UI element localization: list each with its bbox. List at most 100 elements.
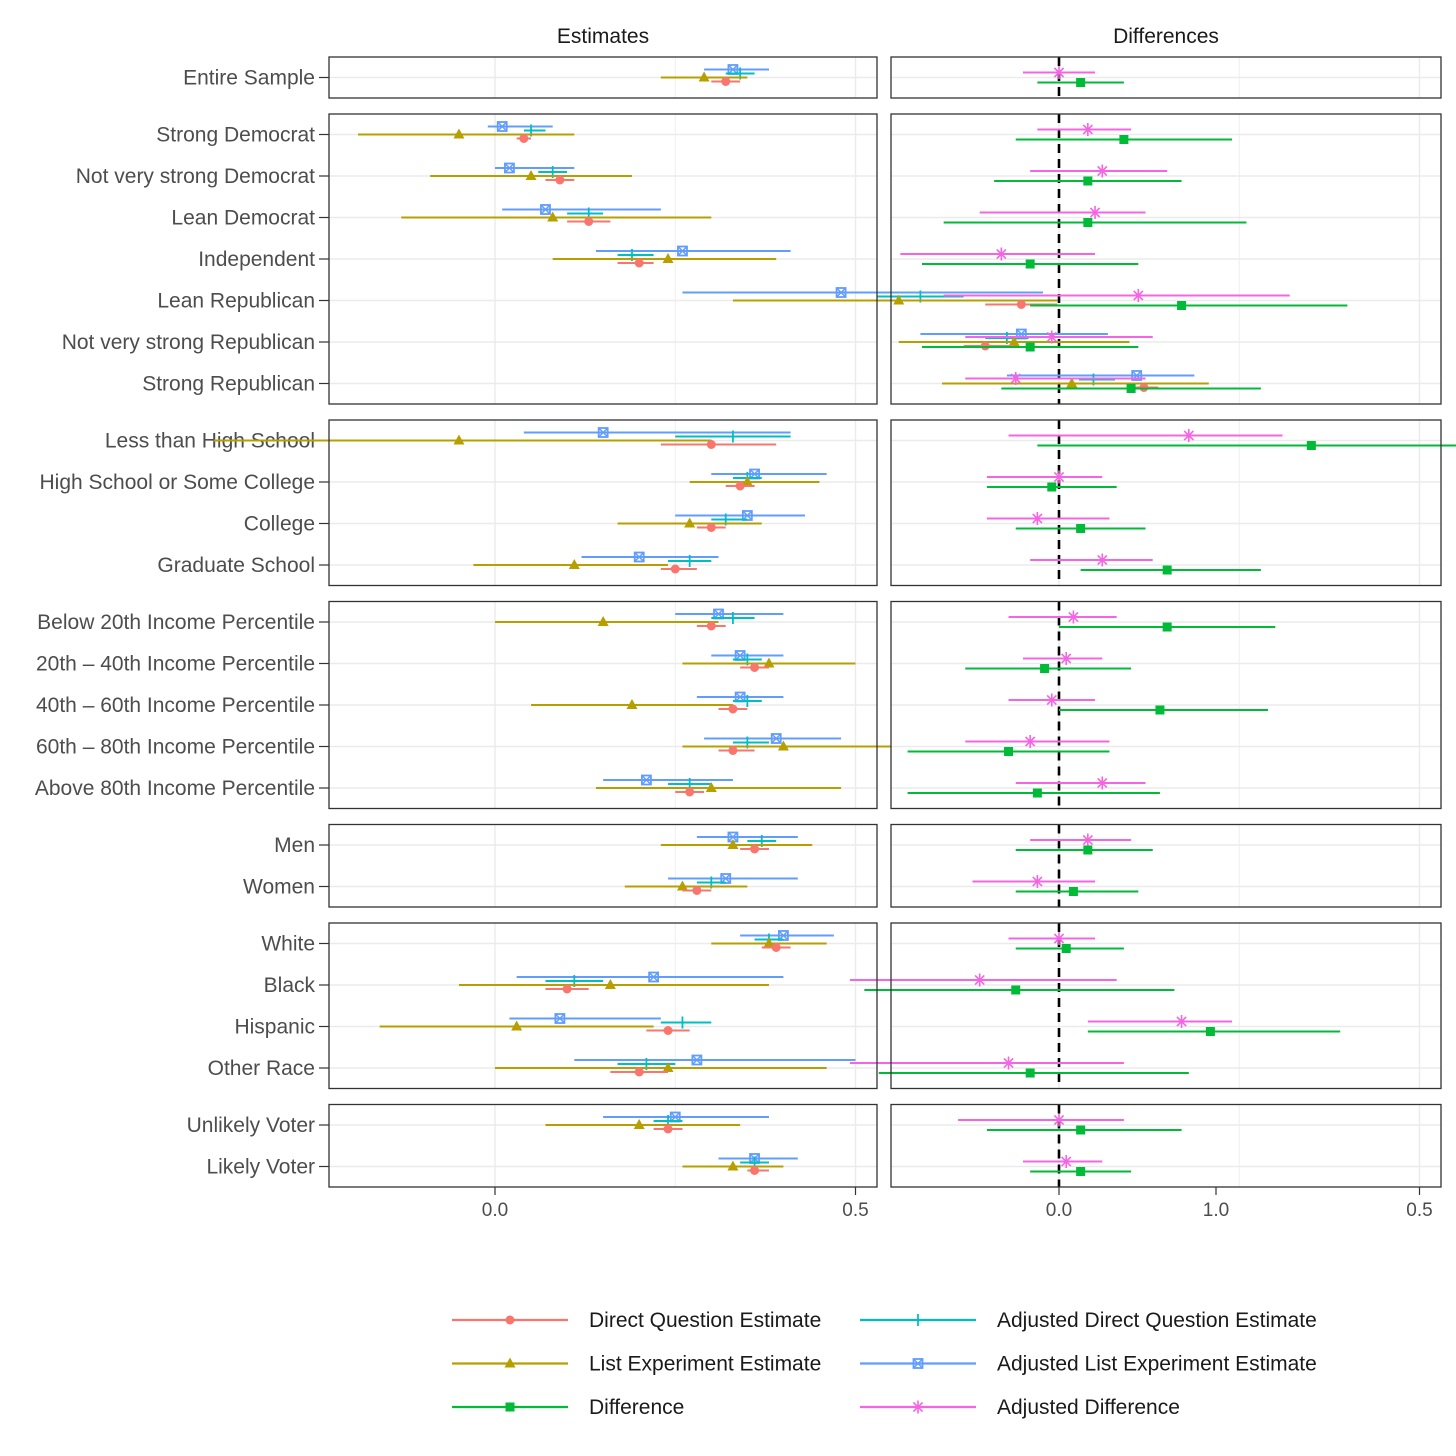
point-alist-not-very-strong-democrat bbox=[504, 162, 515, 174]
point-adiff-lean-republican bbox=[1131, 289, 1145, 302]
point-diff-60th-80th-income-percentile bbox=[1004, 747, 1014, 756]
point-diff-other-race bbox=[1025, 1068, 1035, 1078]
point-list-strong-democrat bbox=[453, 128, 465, 139]
panel-border bbox=[890, 1103, 1442, 1188]
differences-panel-0 bbox=[891, 57, 1441, 98]
panel-border bbox=[890, 113, 1442, 405]
point-dq-less-than-high-school bbox=[706, 440, 716, 449]
point-dq-strong-democrat bbox=[519, 134, 529, 143]
point-diff-strong-republican bbox=[1126, 384, 1136, 393]
point-dq-women bbox=[692, 886, 702, 895]
panel-border bbox=[328, 600, 878, 810]
x-tick-label-estimates: 1.0 bbox=[1203, 1200, 1229, 1221]
panel-group-4: Men Women bbox=[243, 823, 1442, 908]
row-label-less-than-high-school: Less than High School bbox=[105, 430, 315, 453]
point-list-60th-80th-income-percentile bbox=[777, 740, 789, 751]
point-list-below-20th-income-percentile bbox=[597, 616, 609, 626]
row-label-unlikely-voter: Unlikely Voter bbox=[187, 1114, 315, 1137]
legend-item-diff: Difference bbox=[452, 1396, 684, 1419]
point-adiff-not-very-strong-republican bbox=[1045, 330, 1059, 344]
point-adiff-likely-voter bbox=[1059, 1155, 1073, 1168]
point-diff-below-20th-income-percentile bbox=[1162, 622, 1172, 632]
estimates-panel-0 bbox=[329, 57, 877, 98]
point-adq-less-than-high-school bbox=[726, 430, 739, 443]
facet-title-differences: Differences bbox=[1113, 25, 1219, 48]
point-dq-unlikely-voter bbox=[663, 1124, 673, 1134]
point-alist-independent bbox=[677, 245, 688, 257]
point-dq-high-school-or-some-college bbox=[735, 481, 745, 491]
point-diff-less-than-high-school bbox=[1306, 441, 1316, 450]
point-adiff-white bbox=[1052, 932, 1066, 945]
point-list-other-race bbox=[662, 1062, 674, 1072]
row-label-20th-40th-income-percentile: 20th – 40th Income Percentile bbox=[36, 653, 315, 676]
legend-key-adq bbox=[912, 1314, 924, 1326]
row-label-strong-democrat: Strong Democrat bbox=[156, 124, 315, 147]
point-adiff-independent bbox=[994, 247, 1008, 261]
point-dq-20th-40th-income-percentile bbox=[750, 663, 760, 672]
point-adq-below-20th-income-percentile bbox=[726, 612, 739, 624]
point-adiff-below-20th-income-percentile bbox=[1066, 610, 1080, 624]
point-adiff-men bbox=[1081, 833, 1095, 847]
x-tick-label-estimates: 0.0 bbox=[482, 1200, 508, 1221]
point-adiff-high-school-or-some-college bbox=[1052, 470, 1066, 484]
x-axes: 0.00.51.00.00.51.0 bbox=[482, 1187, 1433, 1221]
point-adq-40th-60th-income-percentile bbox=[741, 695, 754, 707]
panel-border bbox=[328, 419, 878, 587]
point-diff-unlikely-voter bbox=[1076, 1125, 1086, 1135]
differences-panel-5 bbox=[891, 923, 1441, 1089]
panel-border bbox=[890, 823, 1442, 908]
differences-panel-4 bbox=[891, 824, 1441, 907]
point-list-lean-democrat bbox=[547, 211, 559, 222]
legend-key-dq bbox=[505, 1315, 515, 1325]
legend-key-alist bbox=[912, 1358, 924, 1369]
point-list-white bbox=[763, 937, 775, 948]
point-alist-black bbox=[648, 971, 660, 983]
legend-item-alist: Adjusted List Experiment Estimate bbox=[860, 1353, 1317, 1376]
point-diff-independent bbox=[1025, 259, 1035, 269]
differences-panel-3 bbox=[891, 601, 1441, 809]
point-diff-lean-democrat bbox=[1083, 218, 1093, 227]
panel-border bbox=[328, 823, 878, 908]
point-diff-white bbox=[1061, 944, 1071, 953]
row-label-not-very-strong-republican: Not very strong Republican bbox=[62, 331, 315, 354]
point-adiff-20th-40th-income-percentile bbox=[1059, 652, 1073, 665]
point-list-independent bbox=[662, 253, 674, 263]
point-dq-hispanic bbox=[663, 1026, 673, 1035]
row-label-college: College bbox=[244, 513, 315, 536]
legend-item-adq: Adjusted Direct Question Estimate bbox=[860, 1309, 1317, 1332]
point-diff-likely-voter bbox=[1076, 1167, 1086, 1176]
panel-border bbox=[328, 1103, 878, 1188]
point-adiff-40th-60th-income-percentile bbox=[1045, 693, 1059, 707]
point-adiff-other-race bbox=[1002, 1056, 1016, 1070]
panel-group-3: Below 20th Income Percentile 20th – 40th … bbox=[35, 600, 1442, 810]
legend-item-adiff: Adjusted Difference bbox=[860, 1396, 1180, 1419]
point-list-strong-republican bbox=[1066, 377, 1078, 388]
point-list-above-80th-income-percentile bbox=[705, 782, 717, 792]
point-adq-graduate-school bbox=[683, 555, 696, 567]
point-diff-men bbox=[1083, 845, 1093, 855]
point-diff-40th-60th-income-percentile bbox=[1155, 705, 1165, 715]
point-dq-black bbox=[562, 984, 572, 994]
point-list-lean-republican bbox=[893, 294, 905, 305]
row-label-below-20th-income-percentile: Below 20th Income Percentile bbox=[37, 611, 315, 634]
row-label-entire-sample: Entire Sample bbox=[183, 67, 315, 90]
legend-key-list bbox=[504, 1357, 516, 1368]
point-alist-other-race bbox=[691, 1054, 703, 1066]
point-list-likely-voter bbox=[727, 1160, 739, 1171]
differences-panel-1 bbox=[891, 114, 1441, 404]
point-alist-hispanic bbox=[554, 1013, 566, 1024]
legend-item-list: List Experiment Estimate bbox=[452, 1353, 821, 1376]
row-label-white: White bbox=[261, 933, 315, 956]
legend-label-alist: Adjusted List Experiment Estimate bbox=[997, 1353, 1317, 1376]
panel-group-0: Entire Sample bbox=[183, 56, 1442, 99]
point-list-40th-60th-income-percentile bbox=[626, 699, 638, 709]
point-dq-40th-60th-income-percentile bbox=[728, 704, 738, 714]
point-dq-likely-voter bbox=[750, 1166, 760, 1175]
point-dq-not-very-strong-democrat bbox=[555, 175, 565, 185]
row-label-above-80th-income-percentile: Above 80th Income Percentile bbox=[35, 777, 315, 800]
point-diff-women bbox=[1068, 887, 1078, 896]
row-label-graduate-school: Graduate School bbox=[157, 554, 315, 577]
x-tick-label-estimates: 0.5 bbox=[842, 1200, 868, 1221]
point-list-graduate-school bbox=[568, 559, 580, 569]
